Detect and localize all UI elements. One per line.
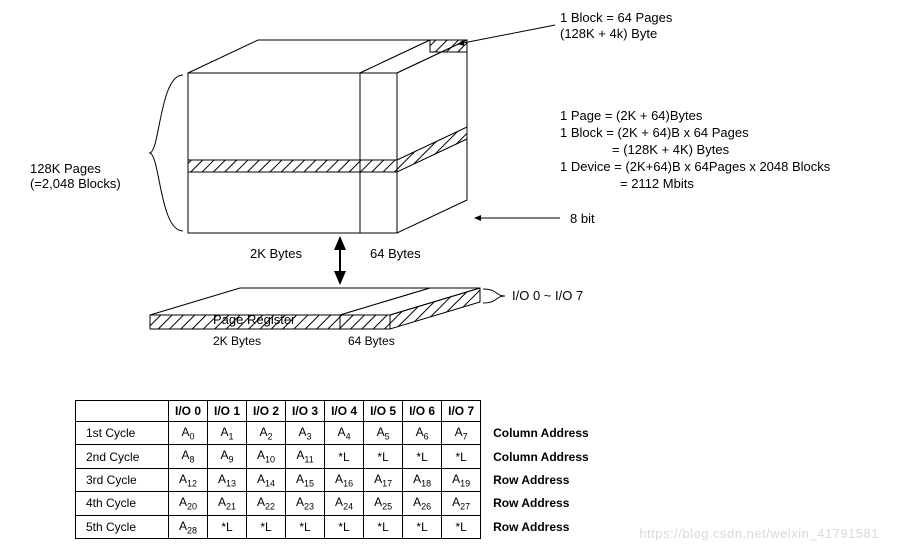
table-cell: A14 <box>247 468 286 491</box>
block-label-line1: 1 Block = 64 Pages <box>560 10 673 25</box>
table-cell: *L <box>403 515 442 538</box>
table-cell: A15 <box>286 468 325 491</box>
table-cell: A16 <box>325 468 364 491</box>
table-cell: A21 <box>208 492 247 515</box>
calc-line4: 1 Device = (2K+64)B x 64Pages x 2048 Blo… <box>560 159 831 174</box>
th-io1: I/O 1 <box>208 401 247 422</box>
table-cell: *L <box>403 445 442 468</box>
table-cell: A4 <box>325 422 364 445</box>
th-io7: I/O 7 <box>442 401 481 422</box>
th-io5: I/O 5 <box>364 401 403 422</box>
th-blank <box>76 401 169 422</box>
table-cell: *L <box>247 515 286 538</box>
pages-label-line2: (=2,048 Blocks) <box>30 176 121 191</box>
th-io6: I/O 6 <box>403 401 442 422</box>
th-io2: I/O 2 <box>247 401 286 422</box>
th-io4: I/O 4 <box>325 401 364 422</box>
block-label-line2: (128K + 4k) Byte <box>560 26 657 41</box>
device-block <box>188 40 467 233</box>
table-cell: A5 <box>364 422 403 445</box>
table-cell: A3 <box>286 422 325 445</box>
table-cell: A13 <box>208 468 247 491</box>
memory-diagram: 128K Pages (=2,048 Blocks) 1 Block = 64 … <box>0 0 897 400</box>
table-cell: A25 <box>364 492 403 515</box>
address-type-label: Row Address <box>493 473 569 487</box>
table-cell: A2 <box>247 422 286 445</box>
pages-label-line1: 128K Pages <box>30 161 101 176</box>
row-label: 5th Cycle <box>76 515 169 538</box>
table-cell: *L <box>325 445 364 468</box>
row-label: 3rd Cycle <box>76 468 169 491</box>
eight-bit-label: 8 bit <box>570 211 595 226</box>
page-register-label: Page Register <box>213 312 296 327</box>
io-brace <box>483 289 505 303</box>
table-cell: *L <box>208 515 247 538</box>
table-cell: A10 <box>247 445 286 468</box>
page-register-block <box>150 288 480 329</box>
reg-2k-label: 2K Bytes <box>213 334 261 348</box>
table-cell: *L <box>325 515 364 538</box>
main-2k-label: 2K Bytes <box>250 246 303 261</box>
address-type-label: Column Address <box>493 450 589 464</box>
table-row: 3rd CycleA12A13A14A15A16A17A18A19 <box>76 468 481 491</box>
table-cell: A19 <box>442 468 481 491</box>
table-cell: A1 <box>208 422 247 445</box>
address-type-label: Column Address <box>493 426 589 440</box>
table-row: 4th CycleA20A21A22A23A24A25A26A27 <box>76 492 481 515</box>
row-label: 2nd Cycle <box>76 445 169 468</box>
table-cell: *L <box>442 445 481 468</box>
table-cell: *L <box>442 515 481 538</box>
table-cell: A11 <box>286 445 325 468</box>
watermark: https://blog.csdn.net/weixin_41791581 <box>639 526 879 541</box>
io-range-label: I/O 0 ~ I/O 7 <box>512 288 583 303</box>
table-row: 5th CycleA28*L*L*L*L*L*L*L <box>76 515 481 538</box>
row-label: 4th Cycle <box>76 492 169 515</box>
table-cell: *L <box>286 515 325 538</box>
pages-brace <box>150 75 183 231</box>
table-cell: A28 <box>169 515 208 538</box>
row-label: 1st Cycle <box>76 422 169 445</box>
block-arrow <box>458 25 555 44</box>
table-cell: A22 <box>247 492 286 515</box>
table-cell: A23 <box>286 492 325 515</box>
table-cell: A24 <box>325 492 364 515</box>
address-type-label: Row Address <box>493 520 569 534</box>
calc-line1: 1 Page = (2K + 64)Bytes <box>560 108 703 123</box>
table-cell: A17 <box>364 468 403 491</box>
table-row: 2nd CycleA8A9A10A11*L*L*L*L <box>76 445 481 468</box>
table-cell: A0 <box>169 422 208 445</box>
address-cycle-table: I/O 0 I/O 1 I/O 2 I/O 3 I/O 4 I/O 5 I/O … <box>75 400 481 539</box>
table-cell: A8 <box>169 445 208 468</box>
table-cell: A18 <box>403 468 442 491</box>
calc-line3: = (128K + 4K) Bytes <box>612 142 730 157</box>
table-cell: A12 <box>169 468 208 491</box>
table-header-row: I/O 0 I/O 1 I/O 2 I/O 3 I/O 4 I/O 5 I/O … <box>76 401 481 422</box>
table-row: 1st CycleA0A1A2A3A4A5A6A7 <box>76 422 481 445</box>
main-64-label: 64 Bytes <box>370 246 421 261</box>
table-cell: A26 <box>403 492 442 515</box>
table-cell: *L <box>364 515 403 538</box>
table-cell: A20 <box>169 492 208 515</box>
th-io3: I/O 3 <box>286 401 325 422</box>
reg-64-label: 64 Bytes <box>348 334 395 348</box>
table-cell: A7 <box>442 422 481 445</box>
calc-line5: = 2112 Mbits <box>620 176 694 191</box>
table-cell: A6 <box>403 422 442 445</box>
calc-line2: 1 Block = (2K + 64)B x 64 Pages <box>560 125 749 140</box>
address-type-label: Row Address <box>493 496 569 510</box>
table-cell: *L <box>364 445 403 468</box>
th-io0: I/O 0 <box>169 401 208 422</box>
table-cell: A9 <box>208 445 247 468</box>
table-cell: A27 <box>442 492 481 515</box>
